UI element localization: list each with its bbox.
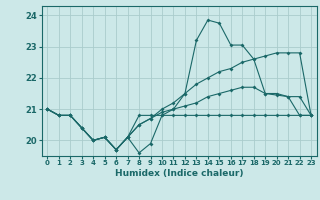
X-axis label: Humidex (Indice chaleur): Humidex (Indice chaleur): [115, 169, 244, 178]
